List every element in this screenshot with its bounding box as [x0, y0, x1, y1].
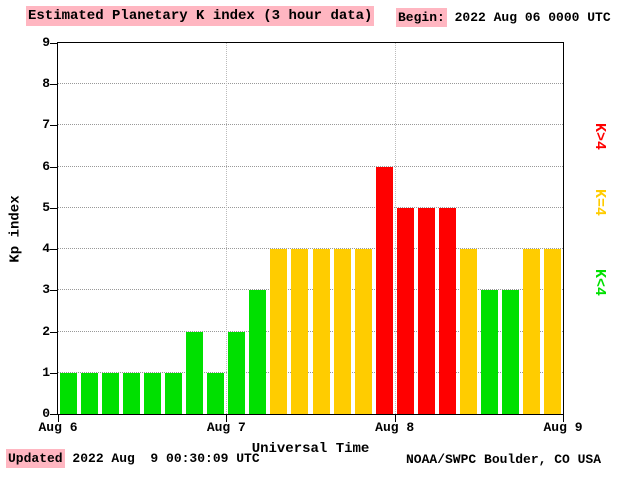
kp-bar [396, 207, 414, 414]
x-tick-label: Aug 8 [375, 420, 415, 435]
y-tick-label: 2 [42, 323, 50, 339]
y-axis-tick [50, 414, 58, 415]
x-axis-tick [394, 414, 396, 422]
kp-bar [312, 249, 330, 414]
kp-bar [144, 372, 162, 414]
y-tick-label: 8 [42, 76, 50, 92]
y-tick-label: 1 [42, 364, 50, 380]
y-tick-label: 5 [42, 199, 50, 215]
begin-label: Begin: [396, 8, 447, 27]
gridline-horizontal [58, 248, 563, 250]
gridline-horizontal [58, 206, 563, 208]
y-axis-tick [50, 331, 58, 333]
legend-k-gt-4: K>4 [591, 123, 608, 151]
plot-area: Kp index Universal Time K>4 K=4 K<4 0 1 2 3… [8, 35, 608, 457]
gridline-day-boundary [394, 43, 396, 414]
legend-k-lt-4: K<4 [591, 269, 608, 297]
y-tick-label: 6 [42, 158, 50, 174]
y-tick-label: 3 [42, 282, 50, 298]
gridline-horizontal [58, 124, 563, 126]
gridline-horizontal [58, 371, 563, 373]
kp-bar [354, 249, 372, 414]
y-axis-title: Kp index [8, 194, 24, 263]
kp-bar [333, 249, 351, 414]
y-axis-tick [50, 84, 58, 86]
kp-bar [123, 372, 141, 414]
gridline-horizontal [58, 165, 563, 167]
credit-text: NOAA/SWPC Boulder, CO USA [406, 452, 602, 467]
y-axis-tick [50, 43, 58, 44]
x-tick-label: Aug 9 [543, 420, 583, 435]
kp-bar [81, 372, 99, 414]
updated-label: Updated [6, 449, 65, 468]
kp-bar [102, 372, 120, 414]
y-axis-tick [50, 372, 58, 374]
y-axis-tick [50, 290, 58, 292]
kp-bar [480, 290, 498, 414]
kp-bar [165, 372, 183, 414]
y-tick-label: 9 [42, 35, 50, 50]
gridline-day-boundary [226, 43, 228, 414]
y-tick-label: 0 [42, 406, 50, 421]
kp-bar [60, 372, 78, 414]
gridline-horizontal [58, 330, 563, 332]
kp-bar [375, 166, 393, 414]
x-axis-title: Universal Time [251, 441, 370, 457]
updated-value: 2022 Aug 9 00:30:09 UTC [64, 451, 260, 466]
kp-bar [228, 331, 246, 414]
kp-bar [501, 290, 519, 414]
legend-k-eq-4: K=4 [591, 189, 608, 217]
kp-bar [417, 207, 435, 414]
x-tick-label: Aug 7 [206, 420, 246, 435]
y-axis-tick [50, 125, 58, 127]
kp-bar [291, 249, 309, 414]
x-axis-tick [226, 414, 228, 422]
x-axis-tick [563, 414, 564, 422]
begin-value: 2022 Aug 06 0000 UTC [446, 10, 611, 25]
y-axis-tick [50, 207, 58, 209]
y-tick-label: 7 [42, 117, 50, 133]
kp-bar [207, 372, 225, 414]
kp-bar [459, 249, 477, 414]
updated-line: Updated 2022 Aug 9 00:30:09 UTC [6, 449, 260, 468]
y-tick-label: 4 [42, 241, 50, 257]
gridline-horizontal [58, 289, 563, 291]
y-axis-tick [50, 249, 58, 251]
x-tick-label: Aug 6 [38, 420, 78, 435]
kp-bar [522, 249, 540, 414]
kp-bar [543, 249, 561, 414]
gridline-horizontal [58, 83, 563, 85]
x-axis-tick [58, 414, 59, 422]
kp-bar [186, 331, 204, 414]
kp-bar [270, 249, 288, 414]
kp-bar [249, 290, 267, 414]
y-axis-tick [50, 166, 58, 168]
chart-title: Estimated Planetary K index (3 hour data… [26, 6, 375, 26]
y-axis-title-box: Kp index [8, 43, 24, 414]
kp-bar [438, 207, 456, 414]
begin-line: Begin: 2022 Aug 06 0000 UTC [396, 8, 611, 27]
